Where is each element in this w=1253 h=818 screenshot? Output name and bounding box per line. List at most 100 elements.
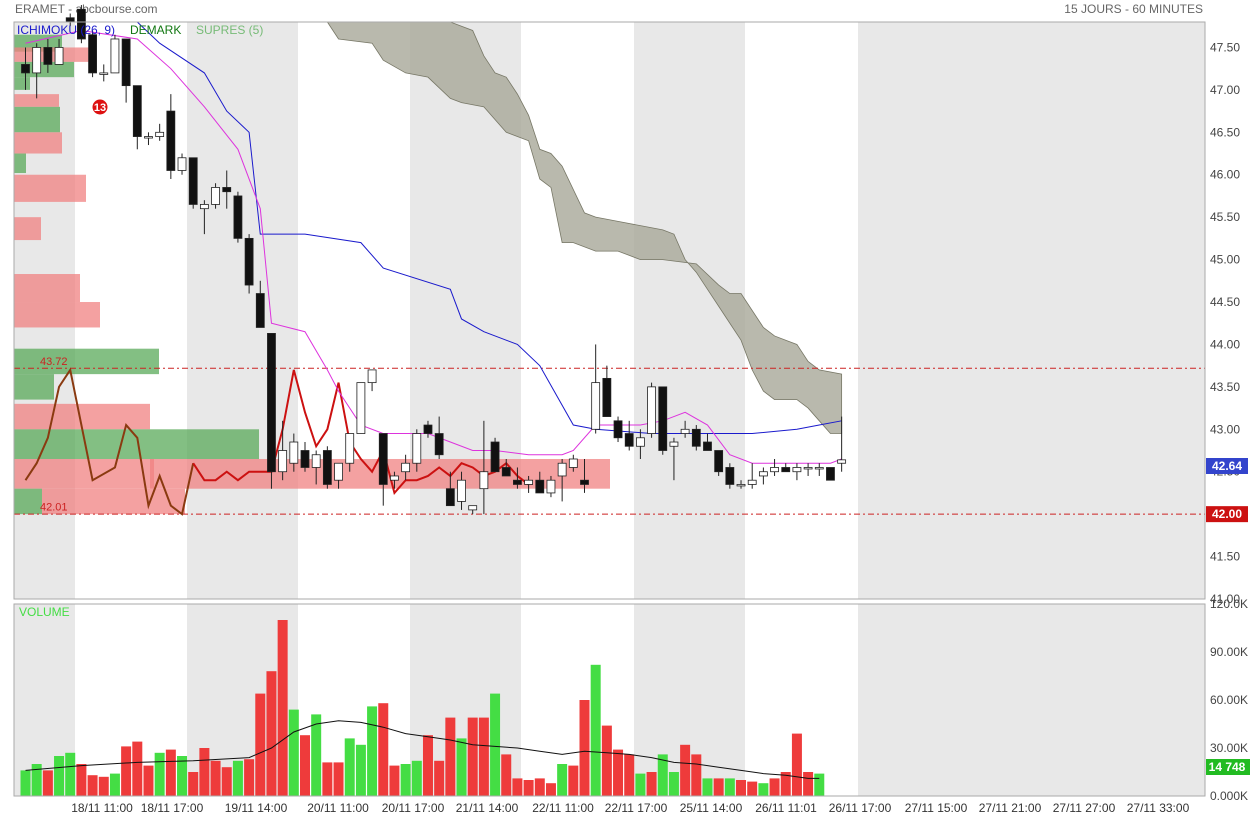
volume-bar xyxy=(221,767,232,796)
candle xyxy=(513,467,522,489)
candle xyxy=(445,471,455,507)
candle-body xyxy=(647,386,656,434)
candle xyxy=(233,191,243,243)
volume-bar xyxy=(814,773,825,796)
candle xyxy=(680,420,690,438)
candle xyxy=(211,183,220,209)
candle-body xyxy=(356,382,366,434)
candle-body xyxy=(613,420,623,439)
candle xyxy=(132,85,142,150)
time-tick-label: 27/11 15:00 xyxy=(905,801,968,815)
candle xyxy=(155,123,165,141)
candle-body xyxy=(602,377,612,417)
support-level-badge-bg xyxy=(1206,506,1248,523)
candle xyxy=(703,433,712,451)
supres-zone xyxy=(14,274,80,303)
level-label-high: 43.72 xyxy=(40,356,68,368)
time-tick-label: 18/11 17:00 xyxy=(141,801,204,815)
volume-bar xyxy=(165,749,176,796)
time-tick-label: 27/11 27:00 xyxy=(1053,801,1116,815)
candle xyxy=(490,437,500,473)
time-tick-label: 22/11 11:00 xyxy=(532,801,594,815)
candle xyxy=(367,369,377,392)
last-volume-badge: 14 748 xyxy=(1206,759,1250,775)
candle xyxy=(457,471,466,510)
time-tick-label: 26/11 17:00 xyxy=(829,801,892,815)
volume-bar xyxy=(54,756,65,796)
candle-body xyxy=(390,475,399,481)
volume-bar xyxy=(736,780,747,796)
candle xyxy=(166,94,176,179)
candle xyxy=(501,458,511,477)
candle-body xyxy=(177,157,187,171)
volume-bar xyxy=(422,735,433,796)
period-label: 15 JOURS - 60 MINUTES xyxy=(1064,2,1203,16)
candle-body xyxy=(490,441,500,473)
candle-body xyxy=(826,467,835,481)
support-level-badge-text: 42.00 xyxy=(1212,507,1242,521)
volume-bar xyxy=(378,703,389,796)
candle-body xyxy=(580,479,589,485)
volume-bar xyxy=(467,717,478,796)
volume-bar xyxy=(702,778,713,796)
volume-bar xyxy=(545,783,556,796)
supres-zone xyxy=(14,488,42,515)
ichimoku-cloud xyxy=(326,21,843,434)
candle-body xyxy=(110,38,120,74)
candle-body xyxy=(624,433,634,447)
price-tick-label: 41.50 xyxy=(1210,550,1240,564)
supres-zone xyxy=(14,348,159,375)
session-band xyxy=(14,604,75,796)
candle-body xyxy=(132,85,142,137)
candle-body xyxy=(557,462,567,477)
supres-zone xyxy=(14,94,59,107)
volume-bar xyxy=(635,773,646,796)
candle-body xyxy=(803,467,813,470)
candle xyxy=(289,433,299,472)
supres-zone xyxy=(14,217,41,241)
volume-bar xyxy=(724,778,735,796)
candle xyxy=(770,458,779,476)
volume-average-line xyxy=(25,720,820,779)
candle xyxy=(356,382,366,434)
candle-body xyxy=(278,450,288,473)
candle xyxy=(222,170,232,209)
volume-bar xyxy=(199,748,210,796)
candle xyxy=(423,420,433,438)
candle-body xyxy=(423,424,433,434)
time-tick-label: 20/11 17:00 xyxy=(382,801,445,815)
volume-bar xyxy=(288,709,299,796)
candle xyxy=(613,416,623,443)
candle-body xyxy=(680,428,690,434)
session-band xyxy=(858,22,1205,599)
candle-body xyxy=(758,471,768,477)
candle-body xyxy=(188,157,198,205)
volume-bar xyxy=(389,765,400,796)
volume-bar xyxy=(579,700,590,796)
supres-zone xyxy=(14,374,54,400)
volume-bar xyxy=(154,752,165,796)
candle xyxy=(792,463,802,481)
candle xyxy=(390,471,399,489)
candle xyxy=(636,429,645,459)
candle-body xyxy=(155,131,165,137)
candle xyxy=(244,234,254,294)
candle xyxy=(345,433,355,472)
supres-zone xyxy=(14,302,100,328)
volume-bar xyxy=(109,773,120,796)
legend-ichimoku: ICHIMOKU (26, 9) xyxy=(17,23,115,37)
candle xyxy=(110,34,120,74)
volume-bar xyxy=(434,760,445,796)
volume-bar xyxy=(769,778,780,796)
candle-body xyxy=(211,187,220,205)
candle xyxy=(803,463,813,476)
candle-body xyxy=(222,187,232,193)
time-tick-label: 20/11 11:00 xyxy=(307,801,369,815)
price-tick-label: 43.00 xyxy=(1210,422,1240,436)
candle xyxy=(714,450,724,476)
demark-line xyxy=(192,369,530,496)
candle xyxy=(479,420,489,515)
volume-bar xyxy=(501,754,512,796)
candle xyxy=(99,64,109,82)
volume-bar xyxy=(42,770,53,796)
